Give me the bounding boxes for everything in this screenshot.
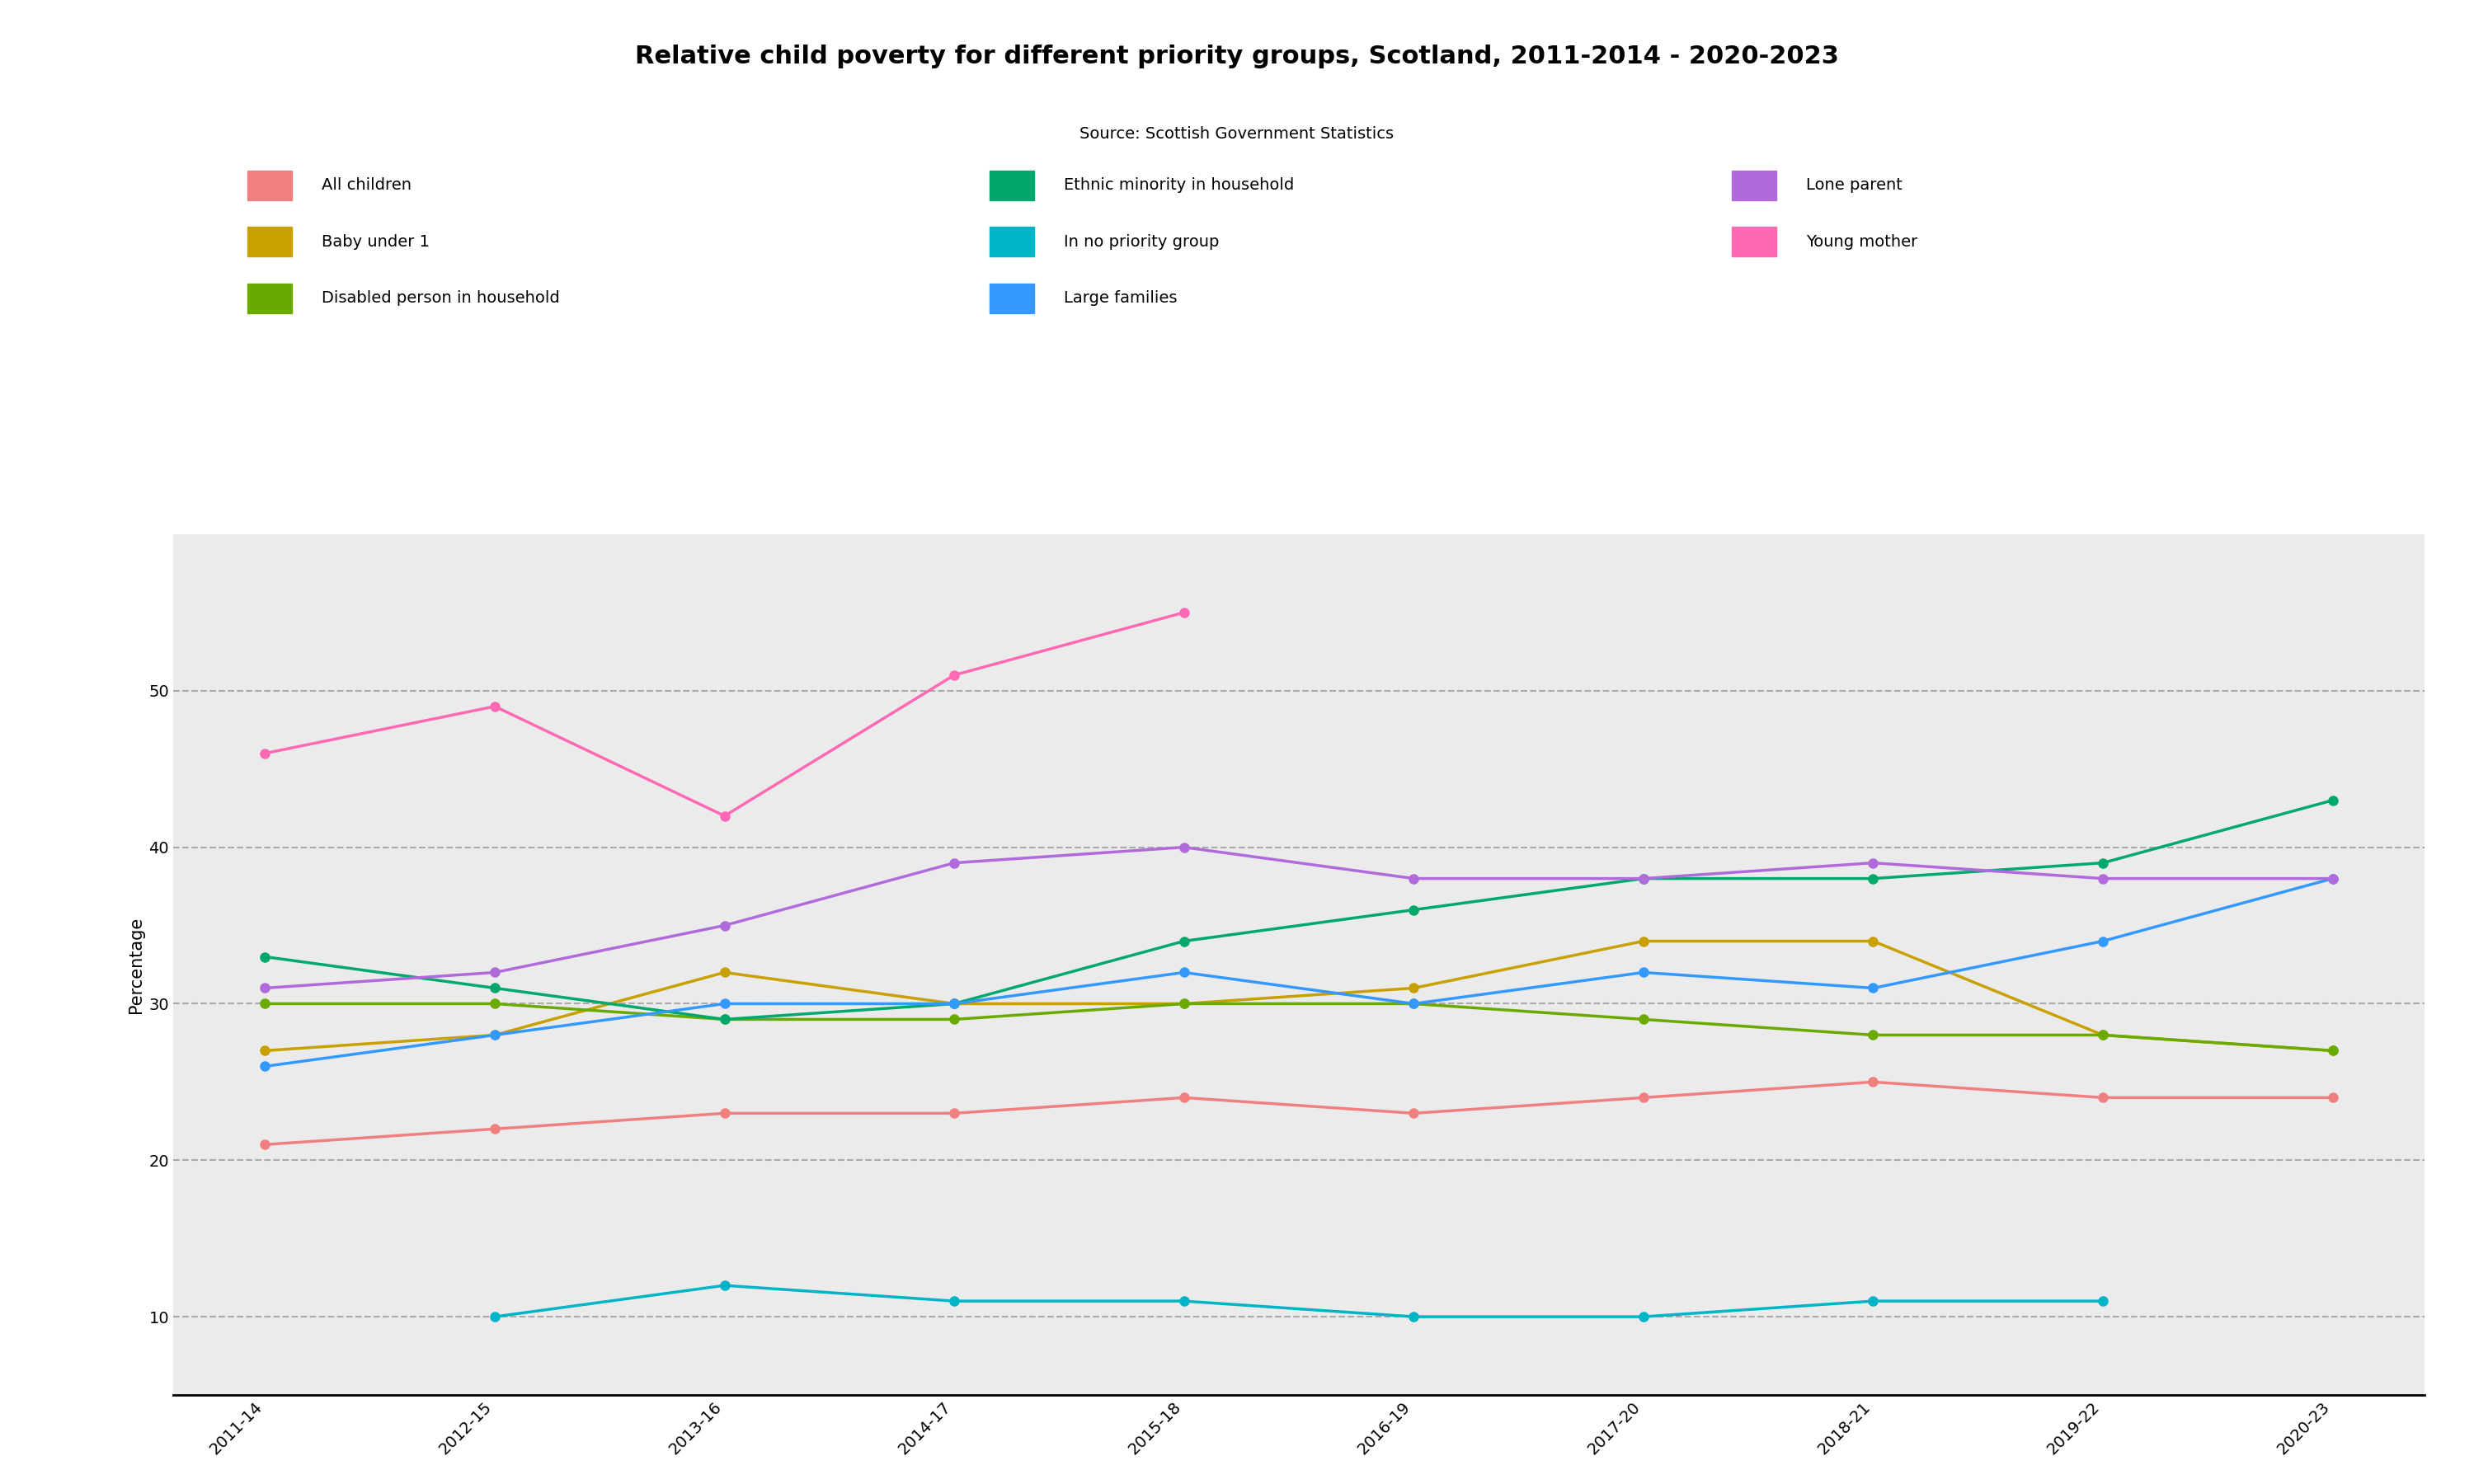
Ethnic minority in household [1170, 932, 1200, 950]
In no priority group [940, 1293, 970, 1310]
Line: Disabled person in household: Disabled person in household [260, 999, 2338, 1055]
Large families [710, 994, 740, 1012]
All children [710, 1104, 740, 1122]
Line: Ethnic minority in household: Ethnic minority in household [260, 795, 2338, 1024]
All children [1170, 1089, 1200, 1107]
Line: In no priority group: In no priority group [490, 1281, 2108, 1321]
Ethnic minority in household [1628, 870, 1658, 887]
All children [1398, 1104, 1427, 1122]
Text: Disabled person in household: Disabled person in household [322, 291, 559, 306]
Text: Relative child poverty for different priority groups, Scotland, 2011-2014 - 2020: Relative child poverty for different pri… [636, 45, 1838, 68]
Large families [1628, 963, 1658, 981]
Ethnic minority in household [2088, 853, 2118, 871]
Disabled person in household [1858, 1025, 1888, 1043]
Text: Baby under 1: Baby under 1 [322, 234, 430, 249]
Text: Young mother: Young mother [1806, 234, 1917, 249]
Young mother [940, 666, 970, 684]
Disabled person in household [1628, 1011, 1658, 1028]
All children [2088, 1089, 2118, 1107]
All children [1628, 1089, 1658, 1107]
Ethnic minority in household [940, 994, 970, 1012]
Baby under 1 [250, 1042, 280, 1060]
Text: In no priority group: In no priority group [1064, 234, 1220, 249]
In no priority group [1170, 1293, 1200, 1310]
In no priority group [710, 1276, 740, 1294]
Ethnic minority in household [710, 1011, 740, 1028]
Disabled person in household [710, 1011, 740, 1028]
Large families [1170, 963, 1200, 981]
Disabled person in household [250, 994, 280, 1012]
Large families [1858, 979, 1888, 997]
Disabled person in household [1170, 994, 1200, 1012]
Disabled person in household [1398, 994, 1427, 1012]
In no priority group [1858, 1293, 1888, 1310]
Lone parent [710, 917, 740, 935]
Lone parent [2318, 870, 2348, 887]
Baby under 1 [940, 994, 970, 1012]
Y-axis label: Percentage: Percentage [129, 916, 143, 1014]
Baby under 1 [1398, 979, 1427, 997]
Line: Baby under 1: Baby under 1 [260, 936, 2338, 1055]
Large families [2088, 932, 2118, 950]
Text: Ethnic minority in household: Ethnic minority in household [1064, 178, 1294, 193]
All children [480, 1120, 510, 1138]
Large families [250, 1058, 280, 1076]
Large families [1398, 994, 1427, 1012]
Large families [480, 1025, 510, 1043]
Lone parent [1398, 870, 1427, 887]
Lone parent [1628, 870, 1658, 887]
In no priority group [480, 1307, 510, 1325]
Young mother [710, 807, 740, 825]
Line: Young mother: Young mother [260, 608, 1188, 821]
Ethnic minority in household [480, 979, 510, 997]
Baby under 1 [1170, 994, 1200, 1012]
All children [1858, 1073, 1888, 1091]
In no priority group [1628, 1307, 1658, 1325]
Lone parent [1858, 853, 1888, 871]
Large families [2318, 870, 2348, 887]
All children [2318, 1089, 2348, 1107]
In no priority group [2088, 1293, 2118, 1310]
Young mother [480, 697, 510, 715]
Text: Lone parent: Lone parent [1806, 178, 1903, 193]
Lone parent [480, 963, 510, 981]
Baby under 1 [1628, 932, 1658, 950]
Baby under 1 [2088, 1025, 2118, 1043]
Ethnic minority in household [250, 948, 280, 966]
Line: Lone parent: Lone parent [260, 843, 2338, 993]
Young mother [1170, 604, 1200, 622]
Text: Source: Scottish Government Statistics: Source: Scottish Government Statistics [1079, 126, 1395, 142]
In no priority group [1398, 1307, 1427, 1325]
Disabled person in household [480, 994, 510, 1012]
Text: All children: All children [322, 178, 411, 193]
Baby under 1 [710, 963, 740, 981]
Line: Large families: Large families [260, 874, 2338, 1071]
Ethnic minority in household [2318, 791, 2348, 809]
Lone parent [1170, 838, 1200, 856]
Text: Large families: Large families [1064, 291, 1178, 306]
Line: All children: All children [260, 1077, 2338, 1149]
Baby under 1 [2318, 1042, 2348, 1060]
Ethnic minority in household [1398, 901, 1427, 919]
Disabled person in household [940, 1011, 970, 1028]
Disabled person in household [2318, 1042, 2348, 1060]
All children [940, 1104, 970, 1122]
Lone parent [940, 853, 970, 871]
Lone parent [250, 979, 280, 997]
Disabled person in household [2088, 1025, 2118, 1043]
Ethnic minority in household [1858, 870, 1888, 887]
All children [250, 1135, 280, 1153]
Baby under 1 [480, 1025, 510, 1043]
Large families [940, 994, 970, 1012]
Baby under 1 [1858, 932, 1888, 950]
Young mother [250, 745, 280, 763]
Lone parent [2088, 870, 2118, 887]
